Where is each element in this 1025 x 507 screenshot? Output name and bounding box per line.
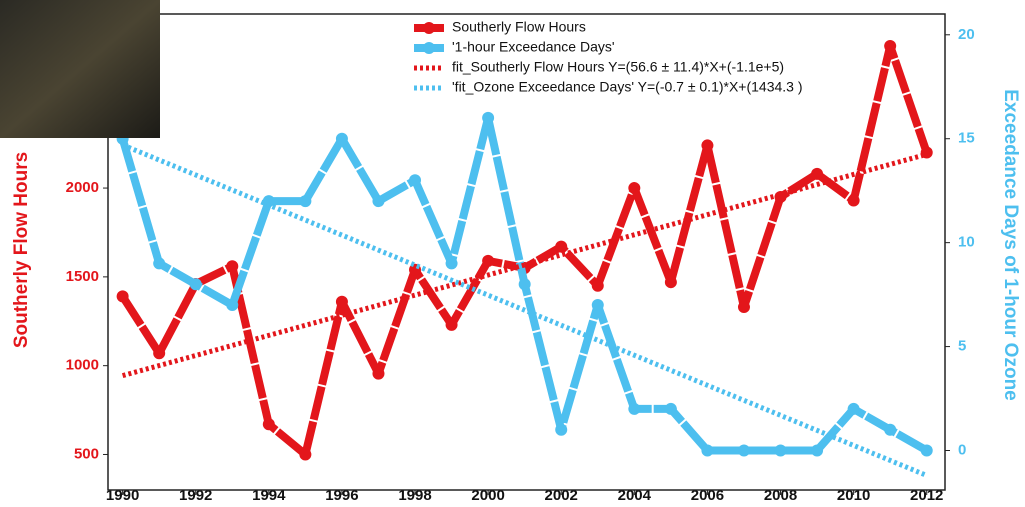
- legend-label: fit_Southerly Flow Hours Y=(56.6 ± 11.4)…: [452, 59, 784, 75]
- point: [262, 195, 275, 208]
- point: [116, 290, 129, 303]
- point: [591, 299, 604, 312]
- point: [555, 423, 568, 436]
- point: [262, 418, 275, 431]
- point: [409, 174, 422, 187]
- point: [847, 194, 860, 207]
- point: [299, 448, 312, 461]
- y2-tick-label: 10: [958, 234, 975, 251]
- series-line: [119, 41, 931, 459]
- point: [737, 301, 750, 314]
- x-tick-label: 2012: [910, 487, 943, 504]
- legend: Southerly Flow Hours '1-hour Exceedance D…: [414, 19, 803, 95]
- y-tick-label: 500: [74, 445, 99, 462]
- y2-axis-label: Exceedance Days of 1-hour Ozone: [1000, 89, 1021, 401]
- point: [335, 132, 348, 145]
- y2-tick-label: 20: [958, 26, 975, 43]
- point: [664, 276, 677, 289]
- point: [518, 278, 531, 291]
- y-axis-label: Southerly Flow Hours: [11, 152, 32, 348]
- photo-overlay: [0, 0, 160, 138]
- point: [335, 295, 348, 308]
- point: [664, 402, 677, 415]
- fit-line: [121, 142, 928, 478]
- point: [372, 367, 385, 380]
- point: [189, 278, 202, 291]
- x-tick-label: 1994: [252, 487, 286, 504]
- fit-line: [121, 151, 928, 379]
- point: [372, 195, 385, 208]
- point: [482, 111, 495, 124]
- x-tick-label: 2002: [545, 487, 578, 504]
- legend-marker: [423, 42, 435, 54]
- y-tick-label: 2000: [66, 179, 99, 196]
- point: [445, 318, 458, 331]
- x-tick-label: 1998: [398, 487, 431, 504]
- point: [920, 444, 933, 457]
- x-tick-label: 2008: [764, 487, 797, 504]
- point: [701, 444, 714, 457]
- y2-tick-label: 15: [958, 130, 975, 147]
- point: [591, 279, 604, 292]
- legend-label: Southerly Flow Hours: [452, 19, 586, 35]
- point: [153, 257, 166, 270]
- point: [226, 260, 239, 273]
- point: [445, 257, 458, 270]
- point: [628, 402, 641, 415]
- legend-label: 'fit_Ozone Exceedance Days' Y=(-0.7 ± 0.…: [452, 79, 803, 95]
- point: [737, 444, 750, 457]
- point: [884, 39, 897, 52]
- y-tick-label: 1500: [66, 268, 99, 285]
- legend-marker: [423, 22, 435, 34]
- point: [226, 299, 239, 312]
- plot-frame: [107, 13, 946, 491]
- y-tick-label: 1000: [66, 357, 99, 374]
- point: [811, 167, 824, 180]
- point: [884, 423, 897, 436]
- point: [701, 139, 714, 152]
- point: [482, 254, 495, 267]
- x-tick-label: 2004: [618, 487, 652, 504]
- point: [774, 444, 787, 457]
- y2-tick-label: 0: [958, 441, 966, 458]
- point: [299, 195, 312, 208]
- x-tick-label: 2000: [471, 487, 504, 504]
- x-tick-label: 1992: [179, 487, 212, 504]
- plot-area: 1990 1992 1994 1996 1998 2000 2002 2004 2006 2008…: [66, 26, 975, 504]
- x-tick-label: 2006: [691, 487, 724, 504]
- point: [628, 182, 641, 195]
- y2-tick-label: 5: [958, 338, 966, 355]
- legend-label: '1-hour Exceedance Days': [452, 39, 615, 55]
- x-tick-label: 1996: [325, 487, 358, 504]
- point: [847, 402, 860, 415]
- point: [811, 444, 824, 457]
- x-tick-label: 2010: [837, 487, 870, 504]
- point: [153, 347, 166, 360]
- x-tick-label: 1990: [106, 487, 139, 504]
- point: [555, 240, 568, 253]
